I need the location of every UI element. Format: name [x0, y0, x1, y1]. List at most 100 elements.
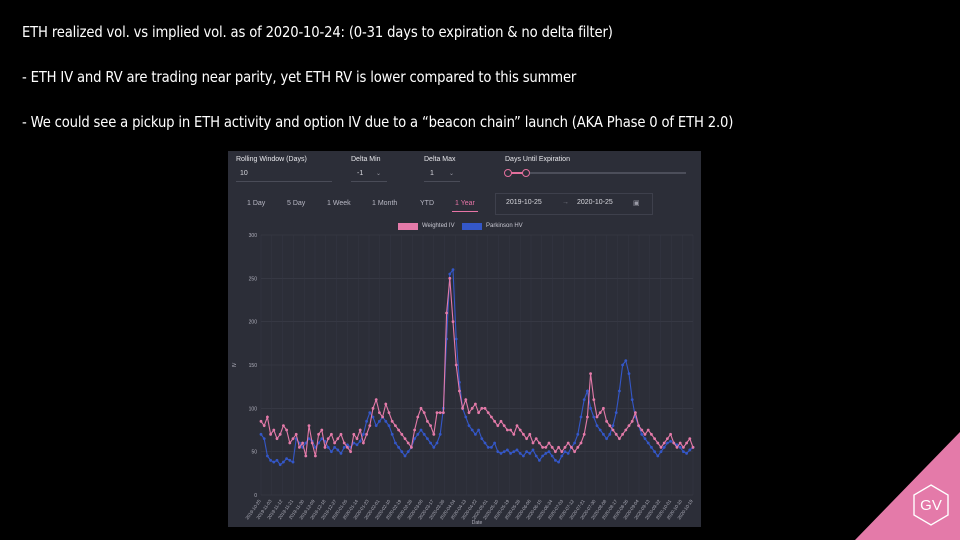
chevron-down-icon: ⌄ — [376, 171, 382, 177]
data-point-weighted-iv — [570, 445, 573, 449]
data-point-parkinson-hv — [339, 452, 343, 455]
data-point-weighted-iv — [608, 424, 612, 428]
tab-1-month[interactable]: 1 Month — [372, 200, 398, 207]
data-point-weighted-iv — [307, 424, 311, 428]
data-point-weighted-iv — [550, 445, 554, 449]
data-point-weighted-iv — [298, 445, 301, 449]
rolling-window-input[interactable] — [236, 167, 332, 182]
data-point-parkinson-hv — [522, 454, 525, 458]
data-point-parkinson-hv — [653, 450, 656, 454]
legend-label-weighted-iv[interactable]: Weighted IV — [422, 223, 455, 229]
legend-label-parkinson-hv[interactable]: Parkinson HV — [486, 223, 523, 229]
data-point-weighted-iv — [499, 419, 503, 423]
data-point-parkinson-hv — [406, 450, 410, 454]
data-point-weighted-iv — [640, 428, 644, 432]
data-point-parkinson-hv — [378, 419, 381, 423]
data-point-weighted-iv — [317, 432, 320, 436]
data-point-weighted-iv — [506, 428, 509, 432]
data-point-parkinson-hv — [595, 424, 599, 428]
series-line-parkinson-hv — [260, 268, 694, 466]
data-point-parkinson-hv — [592, 415, 596, 419]
data-point-parkinson-hv — [582, 398, 586, 402]
data-point-parkinson-hv — [554, 458, 557, 462]
data-point-parkinson-hv — [643, 437, 647, 441]
data-point-weighted-iv — [669, 432, 672, 436]
expiration-slider-fill — [508, 172, 528, 174]
date-range-end[interactable]: 2020-10-25 — [577, 199, 613, 206]
data-point-weighted-iv — [509, 428, 512, 432]
data-point-weighted-iv — [320, 428, 324, 432]
data-point-weighted-iv — [454, 363, 458, 367]
expiration-slider[interactable] — [508, 172, 686, 174]
data-point-parkinson-hv — [326, 445, 330, 449]
data-point-parkinson-hv — [496, 450, 500, 454]
data-point-parkinson-hv — [429, 441, 432, 445]
y-tick-label: 300 — [249, 233, 258, 239]
tab-ytd[interactable]: YTD — [420, 200, 434, 207]
data-point-weighted-iv — [304, 454, 308, 458]
data-point-weighted-iv — [426, 419, 429, 423]
data-point-parkinson-hv — [362, 432, 365, 436]
tab-1-year[interactable]: 1 Year — [455, 200, 475, 207]
data-point-weighted-iv — [438, 411, 442, 415]
data-point-parkinson-hv — [560, 454, 564, 458]
data-point-weighted-iv — [480, 406, 484, 410]
delta-max-select[interactable] — [424, 167, 460, 182]
data-point-weighted-iv — [477, 411, 480, 415]
logo-hexagon — [913, 484, 949, 526]
data-point-weighted-iv — [355, 437, 359, 441]
data-point-weighted-iv — [490, 415, 493, 419]
data-point-parkinson-hv — [269, 458, 272, 462]
data-point-parkinson-hv — [675, 443, 679, 447]
y-tick-label: 150 — [249, 363, 258, 369]
data-point-weighted-iv — [432, 432, 436, 436]
data-point-weighted-iv — [566, 441, 570, 445]
data-point-weighted-iv — [301, 441, 304, 445]
data-point-parkinson-hv — [358, 439, 362, 443]
slider-handle-min[interactable] — [504, 169, 512, 177]
data-point-parkinson-hv — [493, 441, 496, 445]
tab-1-day[interactable]: 1 Day — [247, 200, 266, 207]
data-point-parkinson-hv — [621, 363, 624, 367]
delta-min-select[interactable] — [351, 167, 387, 182]
y-axis-label: IV — [232, 362, 238, 367]
data-point-parkinson-hv — [320, 437, 324, 441]
data-point-parkinson-hv — [275, 458, 279, 462]
data-point-weighted-iv — [515, 424, 519, 428]
legend-swatch-weighted-iv[interactable] — [398, 223, 418, 230]
data-point-weighted-iv — [272, 428, 276, 432]
data-point-weighted-iv — [400, 432, 404, 436]
data-point-parkinson-hv — [464, 415, 468, 419]
delta-min-label: Delta Min — [351, 156, 381, 163]
data-point-parkinson-hv — [589, 406, 592, 410]
data-point-weighted-iv — [672, 441, 676, 445]
tab-1-week[interactable]: 1 Week — [327, 200, 351, 207]
data-point-weighted-iv — [576, 445, 580, 449]
data-point-weighted-iv — [291, 437, 295, 441]
data-point-weighted-iv — [288, 441, 292, 445]
data-point-weighted-iv — [458, 389, 461, 393]
legend-swatch-parkinson-hv[interactable] — [462, 223, 482, 230]
tab-5-day[interactable]: 5 Day — [287, 200, 306, 207]
data-point-parkinson-hv — [272, 460, 276, 464]
data-point-parkinson-hv — [346, 443, 349, 447]
data-point-weighted-iv — [368, 424, 372, 428]
data-point-parkinson-hv — [438, 432, 442, 436]
data-point-parkinson-hv — [259, 432, 263, 436]
date-range-picker[interactable] — [495, 193, 653, 215]
logo-corner-triangle — [855, 432, 960, 540]
data-point-weighted-iv — [333, 441, 336, 445]
data-point-weighted-iv — [525, 437, 528, 441]
data-point-parkinson-hv — [483, 441, 487, 445]
data-point-parkinson-hv — [368, 411, 372, 415]
calendar-icon[interactable]: ▣ — [633, 200, 640, 207]
date-range-start[interactable]: 2019-10-25 — [506, 199, 542, 206]
slider-handle-max[interactable] — [522, 169, 530, 177]
data-point-weighted-iv — [422, 411, 426, 415]
data-point-weighted-iv — [483, 406, 487, 410]
arrow-right-icon: → — [562, 199, 569, 206]
data-point-weighted-iv — [605, 419, 608, 423]
data-point-weighted-iv — [563, 445, 567, 449]
data-point-parkinson-hv — [499, 452, 503, 455]
data-point-weighted-iv — [294, 432, 298, 436]
